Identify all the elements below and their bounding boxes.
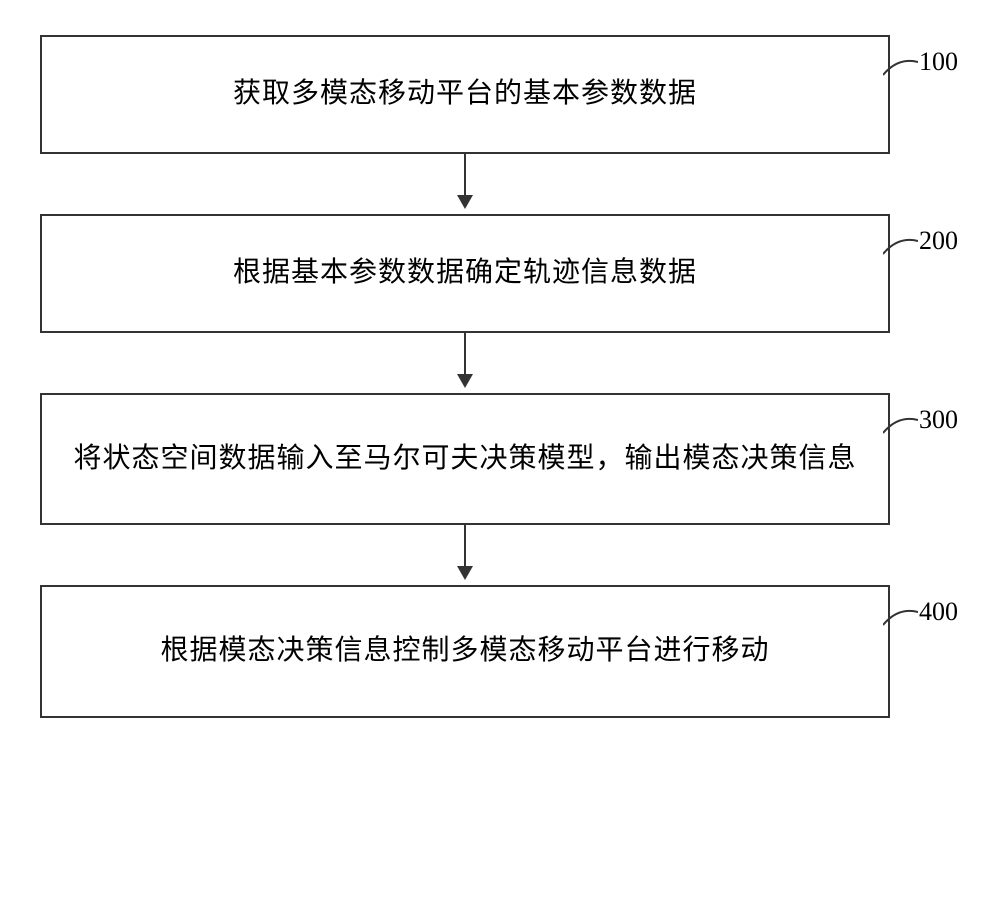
step-box-100: 获取多模态移动平台的基本参数数据 100 [40,35,890,154]
step-text: 根据基本参数数据确定轨迹信息数据 [233,251,697,296]
step-box-400: 根据模态决策信息控制多模态移动平台进行移动 400 [40,585,890,718]
step-text: 根据模态决策信息控制多模态移动平台进行移动 [160,629,769,674]
arrow-head [457,374,473,388]
arrow-line [464,154,466,196]
arrow-1-to-2 [40,154,890,214]
step-text: 将状态空间数据输入至马尔可夫决策模型，输出模态决策信息 [73,437,856,482]
arrow-head [457,195,473,209]
arrow-head [457,566,473,580]
step-box-200: 根据基本参数数据确定轨迹信息数据 200 [40,214,890,333]
arrow-line [464,333,466,375]
label-connector-curve [883,236,918,261]
step-text: 获取多模态移动平台的基本参数数据 [233,72,697,117]
step-label: 300 [919,405,958,435]
flowchart-container: 获取多模态移动平台的基本参数数据 100 根据基本参数数据确定轨迹信息数据 20… [40,35,960,718]
step-label: 200 [919,226,958,256]
label-connector-curve [883,607,918,632]
step-box-300: 将状态空间数据输入至马尔可夫决策模型，输出模态决策信息 300 [40,393,890,526]
label-connector-curve [883,415,918,440]
arrow-3-to-4 [40,525,890,585]
step-label: 100 [919,47,958,77]
step-label: 400 [919,597,958,627]
arrow-line [464,525,466,567]
arrow-2-to-3 [40,333,890,393]
label-connector-curve [883,57,918,82]
